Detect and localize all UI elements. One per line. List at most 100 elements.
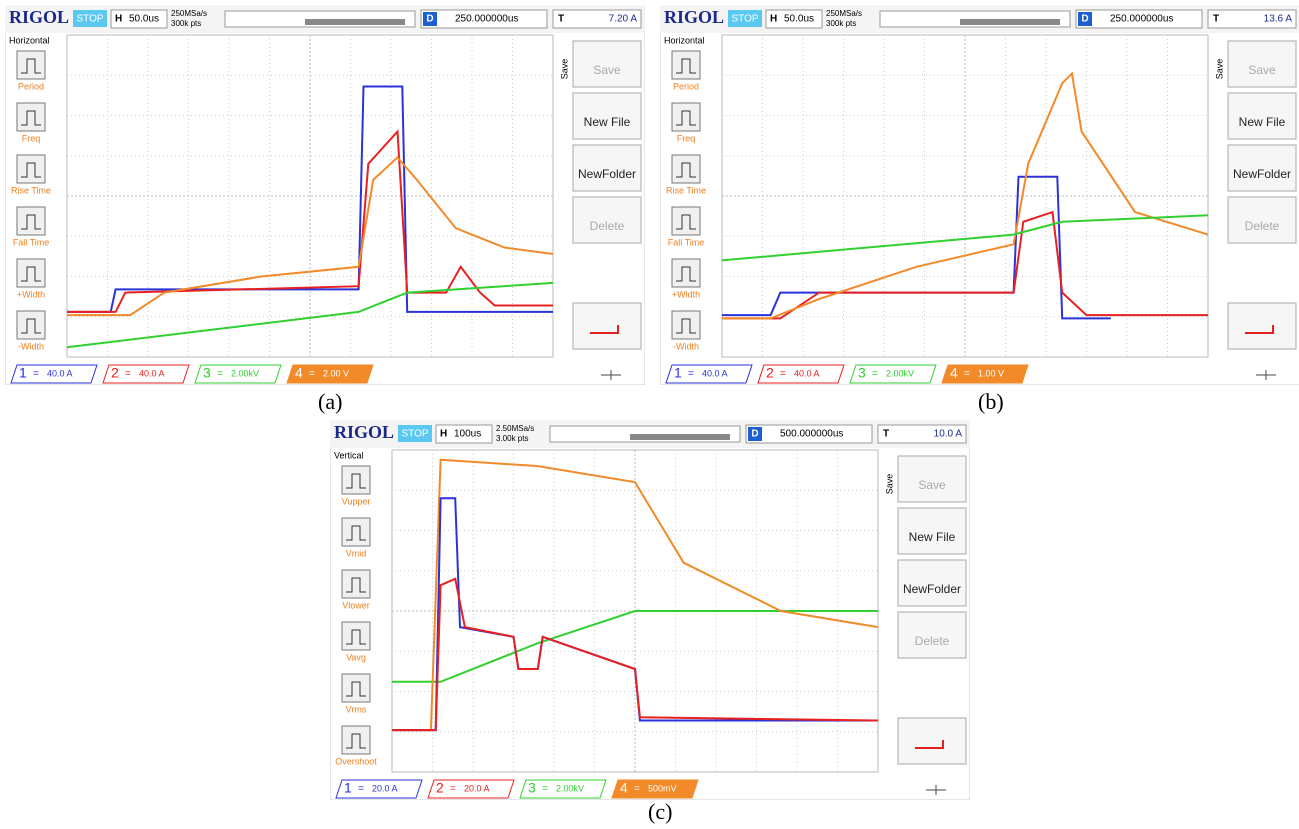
menu-icon[interactable]	[17, 311, 45, 339]
menu-icon[interactable]	[17, 103, 45, 131]
points: 300k pts	[826, 19, 856, 28]
button-label[interactable]: Delete	[590, 219, 625, 233]
timebase-key: H	[440, 429, 447, 440]
button-label[interactable]: Save	[593, 63, 621, 77]
menu-item[interactable]: -Width	[673, 341, 699, 351]
channel-coupling: =	[125, 369, 131, 380]
brand: RIGOL	[664, 7, 724, 27]
menu-item[interactable]: Freq	[22, 133, 41, 143]
menu-item[interactable]: +Width	[17, 289, 45, 299]
menu-icon[interactable]	[342, 570, 370, 598]
trigger-key: T	[558, 14, 564, 25]
channel-scale: 1.00 V	[978, 368, 1004, 378]
menu-icon[interactable]	[672, 207, 700, 235]
button-label[interactable]: Delete	[1245, 219, 1280, 233]
page: RIGOLSTOPH50.0us250MSa/s300k ptsD250.000…	[0, 0, 1299, 829]
menu-item[interactable]: Period	[18, 81, 44, 91]
button-label[interactable]: Delete	[915, 634, 950, 648]
channel-number: 1	[344, 780, 352, 796]
channel-coupling: =	[309, 369, 315, 380]
button-label[interactable]: NewFolder	[903, 582, 961, 596]
menu-icon[interactable]	[342, 726, 370, 754]
channel-scale: 40.0 A	[702, 368, 728, 378]
menu-icon[interactable]	[17, 259, 45, 287]
back-button[interactable]	[898, 718, 966, 764]
brand: RIGOL	[334, 422, 394, 442]
trigger-key: T	[883, 429, 889, 440]
timebase: 100us	[454, 429, 481, 440]
button-label[interactable]: Save	[918, 478, 946, 492]
channel-coupling: =	[217, 369, 223, 380]
channel-scale: 40.0 A	[139, 368, 165, 378]
menu-title: Vertical	[334, 450, 364, 460]
button-label[interactable]: Save	[1248, 63, 1276, 77]
menu-item[interactable]: Period	[673, 81, 699, 91]
channel-number: 2	[436, 780, 444, 796]
channel-number: 2	[111, 365, 119, 381]
menu-icon[interactable]	[672, 259, 700, 287]
sample-rate: 2.50MSa/s	[496, 424, 534, 433]
menu-item[interactable]: Freq	[677, 133, 696, 143]
channel-coupling: =	[872, 369, 878, 380]
timebase-key: H	[115, 14, 122, 25]
menu-title: Horizontal	[9, 35, 50, 45]
menu-icon[interactable]	[342, 518, 370, 546]
menu-item[interactable]: Vlower	[342, 600, 370, 610]
back-button[interactable]	[1228, 303, 1296, 349]
points: 3.00k pts	[496, 434, 528, 443]
menu-icon[interactable]	[672, 103, 700, 131]
menu-item[interactable]: +Width	[672, 289, 700, 299]
scope-screenshot: RIGOLSTOPH50.0us250MSa/s300k ptsD250.000…	[5, 5, 645, 385]
menu-icon[interactable]	[672, 311, 700, 339]
channel-coupling: =	[542, 784, 548, 795]
trigger-key: T	[1213, 14, 1219, 25]
menu-item[interactable]: Overshoot	[335, 756, 377, 766]
button-label[interactable]: NewFolder	[578, 167, 636, 181]
channel-number: 1	[19, 365, 27, 381]
back-button[interactable]	[573, 303, 641, 349]
menu-icon[interactable]	[342, 466, 370, 494]
menu-icon[interactable]	[17, 155, 45, 183]
memory-window	[960, 19, 1060, 25]
menu-item[interactable]: Vupper	[342, 496, 371, 506]
channel-scale: 40.0 A	[794, 368, 820, 378]
button-label[interactable]: NewFolder	[1233, 167, 1291, 181]
menu-item[interactable]: Rise Time	[11, 185, 51, 195]
button-label[interactable]: New File	[1239, 115, 1286, 129]
delay: 250.000000us	[455, 14, 518, 25]
menu-icon[interactable]	[17, 207, 45, 235]
menu-item[interactable]: Rise Time	[666, 185, 706, 195]
save-title: Save	[1214, 59, 1224, 80]
channel-scale: 2.00kV	[886, 368, 914, 378]
delay-key: D	[426, 14, 433, 25]
trigger-level: 10.0 A	[934, 429, 963, 440]
menu-item[interactable]: Vrms	[346, 704, 367, 714]
trigger-level: 13.6 A	[1264, 14, 1293, 25]
menu-item[interactable]: -Width	[18, 341, 44, 351]
timebase: 50.0us	[129, 14, 159, 25]
menu-icon[interactable]	[342, 622, 370, 650]
scope-screenshot: RIGOLSTOPH50.0us250MSa/s300k ptsD250.000…	[660, 5, 1299, 385]
menu-icon[interactable]	[17, 51, 45, 79]
delay-key: D	[1081, 14, 1088, 25]
channel-number: 1	[674, 365, 682, 381]
menu-icon[interactable]	[672, 155, 700, 183]
menu-item[interactable]: Fall Time	[668, 237, 705, 247]
channel-number: 4	[295, 365, 303, 381]
caption: (b)	[978, 389, 1004, 415]
button-label[interactable]: New File	[584, 115, 631, 129]
timebase-key: H	[770, 14, 777, 25]
channel-number: 3	[203, 365, 211, 381]
menu-item[interactable]: Fall Time	[13, 237, 50, 247]
menu-icon[interactable]	[672, 51, 700, 79]
menu-item[interactable]: Vavg	[346, 652, 366, 662]
channel-coupling: =	[780, 369, 786, 380]
channel-coupling: =	[358, 784, 364, 795]
menu-icon[interactable]	[342, 674, 370, 702]
brand: RIGOL	[9, 7, 69, 27]
button-label[interactable]: New File	[909, 530, 956, 544]
channel-scale: 2.00kV	[556, 783, 584, 793]
menu-item[interactable]: Vmid	[346, 548, 367, 558]
channel-coupling: =	[964, 369, 970, 380]
